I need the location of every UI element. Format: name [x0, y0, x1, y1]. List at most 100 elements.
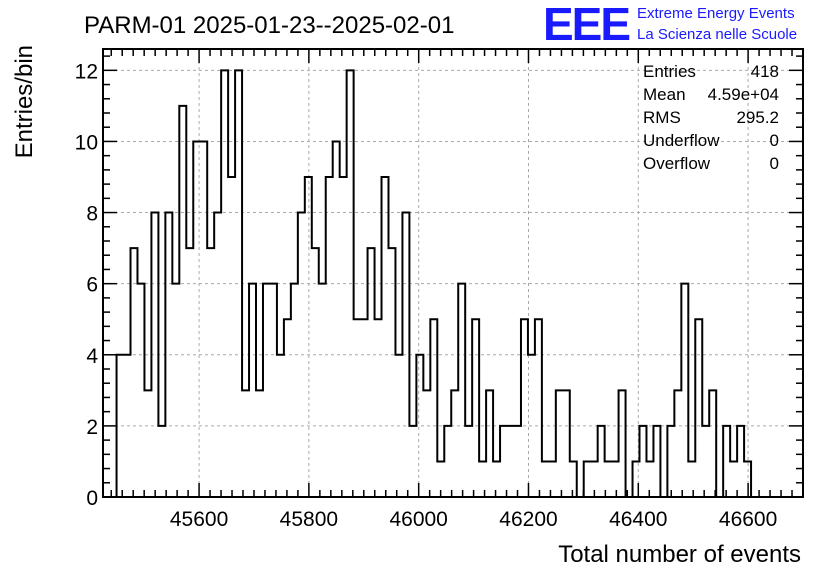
- x-tick-label: 46400: [609, 508, 667, 531]
- histogram-bin: [277, 355, 284, 497]
- y-tick-label: 8: [86, 203, 98, 226]
- logo-line-1: Extreme Energy Events: [637, 5, 795, 22]
- histogram-bin: [395, 355, 402, 497]
- histogram-bin: [347, 70, 354, 497]
- histogram-bin: [361, 319, 368, 497]
- histogram-bin: [144, 390, 151, 497]
- histogram-bin: [472, 319, 479, 497]
- histogram-bin: [305, 177, 312, 497]
- histogram-bin: [228, 177, 235, 497]
- y-tick-label: 4: [86, 345, 98, 368]
- histogram-bin: [263, 284, 270, 497]
- eee-logo: EEE Extreme Energy Events La Scienza nel…: [543, 0, 797, 50]
- stats-label: Entries: [643, 62, 696, 81]
- histogram-bin: [382, 177, 389, 497]
- histogram: [109, 69, 759, 498]
- y-tick-label: 0: [86, 487, 98, 510]
- x-tick-label: 46600: [719, 508, 777, 531]
- logo-line-2: La Scienza nelle Scuole: [637, 26, 797, 43]
- histogram-bin: [542, 461, 549, 497]
- stats-label: RMS: [643, 108, 681, 127]
- histogram-bin: [737, 426, 744, 497]
- histogram-bin: [179, 106, 186, 497]
- histogram-bin: [688, 461, 695, 497]
- histogram-bin: [695, 319, 702, 497]
- stats-box: Entries 418 Mean 4.59e+04 RMS 295.2 Underflow 0…: [643, 62, 779, 173]
- histogram-bin: [137, 284, 144, 497]
- histogram-bin: [730, 461, 737, 497]
- y-axis-label: Entries/bin: [11, 45, 38, 158]
- histogram-bin: [612, 461, 619, 497]
- histogram-bin: [172, 284, 179, 497]
- histogram-bin: [681, 284, 688, 497]
- histogram-bin: [465, 426, 472, 497]
- histogram-bin: [723, 426, 730, 497]
- y-tick-label: 2: [86, 416, 98, 439]
- x-axis: 45600 45800 46000 46200 46400 46600: [110, 49, 804, 531]
- x-tick-label: 45600: [170, 508, 228, 531]
- histogram-bin: [653, 426, 660, 497]
- histogram-bin: [375, 319, 382, 497]
- histogram-bin: [500, 426, 507, 497]
- stats-label: Overflow: [643, 154, 711, 173]
- histogram-bin: [598, 426, 605, 497]
- histogram-bin: [242, 390, 249, 497]
- plot-border: [102, 48, 804, 498]
- histogram-bin: [409, 426, 416, 497]
- chart-title: PARM-01 2025-01-23--2025-02-01: [84, 12, 454, 39]
- histogram-bin: [430, 319, 437, 497]
- y-axis: 0 2 4 6 8 10 12: [75, 55, 803, 510]
- histogram-bin: [507, 426, 514, 497]
- stats-value: 295.2: [736, 108, 779, 127]
- plot-frame: [102, 48, 804, 498]
- histogram-bin: [186, 248, 193, 497]
- histogram-bin: [340, 177, 347, 497]
- histogram-bin: [570, 461, 577, 497]
- histogram-bin: [388, 248, 395, 497]
- histogram-bin: [667, 426, 674, 497]
- histogram-bin: [298, 213, 305, 497]
- stats-value: 418: [751, 62, 779, 81]
- x-tick-label: 46000: [389, 508, 447, 531]
- histogram-bin: [214, 213, 221, 497]
- histogram-bin: [354, 319, 361, 497]
- stats-label: Underflow: [643, 131, 720, 150]
- histogram-bin: [319, 284, 326, 497]
- histogram-bin: [402, 213, 409, 497]
- histogram-bin: [619, 390, 626, 497]
- stats-label: Mean: [643, 85, 686, 104]
- histogram-bin: [249, 284, 256, 497]
- histogram-bin: [193, 141, 200, 497]
- logo-mark: EEE: [543, 0, 629, 50]
- histogram-bin: [674, 390, 681, 497]
- histogram-bin: [151, 213, 158, 497]
- histogram-bin: [521, 319, 528, 497]
- histogram-outline: [109, 69, 759, 498]
- histogram-bin: [416, 355, 423, 497]
- histogram-bin: [486, 390, 493, 497]
- histogram-bin: [640, 426, 647, 497]
- histogram-bin: [584, 461, 591, 497]
- histogram-bin: [256, 390, 263, 497]
- histogram-bin: [556, 390, 563, 497]
- y-tick-label: 12: [75, 60, 98, 83]
- histogram-bin: [458, 284, 465, 497]
- y-tick-label: 10: [75, 131, 98, 154]
- histogram-bin: [312, 248, 319, 497]
- histogram-bin: [709, 390, 716, 497]
- histogram-bin: [368, 248, 375, 497]
- histogram-bin: [200, 141, 207, 497]
- histogram-bin: [165, 213, 172, 497]
- histogram-bin: [535, 319, 542, 497]
- histogram-bin: [493, 461, 500, 497]
- y-tick-label: 6: [86, 274, 98, 297]
- histogram-bin: [235, 70, 242, 497]
- histogram-bin: [333, 141, 340, 497]
- histogram-bin: [270, 284, 277, 497]
- histogram-bin: [131, 248, 138, 497]
- histogram-bin: [284, 319, 291, 497]
- histogram-bin: [221, 70, 228, 497]
- histogram-bin: [158, 426, 165, 497]
